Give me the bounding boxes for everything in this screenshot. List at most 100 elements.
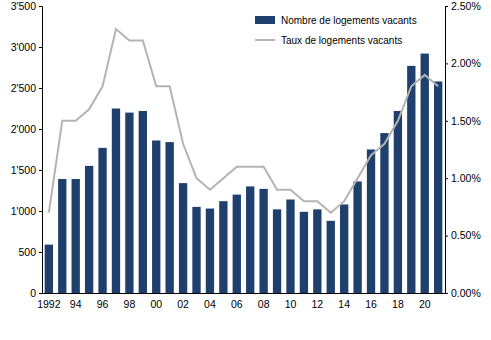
tick: 0 [30, 287, 42, 299]
tick-label: 02 [177, 298, 189, 310]
bar [192, 207, 200, 293]
axis-line [446, 7, 449, 294]
x-axis: 1992 94 96 98 00 02 04 06 08 10 12 14 16 18 20 [37, 294, 445, 311]
tick: 1'500 [11, 164, 42, 176]
bar [259, 189, 267, 293]
tick-mark [39, 252, 42, 253]
tick-mark [39, 211, 42, 212]
tick: 500 [18, 246, 42, 258]
tick-mark [445, 236, 448, 237]
bar [394, 111, 402, 293]
bar [219, 201, 227, 293]
tick-label: 94 [70, 298, 82, 310]
y-axis: 0 500 1'000 1'500 2'000 2'500 3'000 3'500 [11, 0, 43, 299]
bar [367, 150, 375, 294]
bar [112, 109, 120, 294]
tick-mark [445, 63, 448, 64]
tick-label: 06 [231, 298, 243, 310]
tick-mark [39, 293, 42, 294]
tick-label: 1.00% [451, 172, 481, 184]
tick: 96 [97, 298, 109, 310]
tick-mark [39, 6, 42, 7]
tick-mark [445, 6, 448, 7]
bar [380, 133, 388, 293]
bar [179, 183, 187, 293]
bar [45, 245, 53, 293]
bar [421, 54, 429, 293]
tick: 94 [70, 298, 82, 310]
tick: 06 [231, 298, 243, 310]
tick-label: 10 [285, 298, 297, 310]
tick-mark [39, 170, 42, 171]
tick: 2.50% [445, 0, 481, 12]
tick-label: 1.50% [451, 115, 481, 127]
bar [139, 111, 147, 293]
bar [152, 140, 160, 293]
tick-label: 18 [392, 298, 404, 310]
tick: 12 [311, 298, 323, 310]
tick-label: 0 [30, 287, 36, 299]
tick-label: 14 [338, 298, 350, 310]
tick-mark [39, 47, 42, 48]
bar [85, 166, 93, 293]
bar [166, 142, 174, 293]
tick: 14 [338, 298, 350, 310]
bar [246, 186, 254, 293]
tick-label: 20 [419, 298, 431, 310]
bar [434, 81, 442, 293]
tick-label: 2'500 [11, 82, 37, 94]
legend: Nombre de logements vacants Taux de logem… [255, 15, 417, 46]
tick-label: 500 [18, 246, 36, 258]
tick-mark [39, 129, 42, 130]
bar [233, 195, 241, 293]
tick: 18 [392, 298, 404, 310]
tick: 0.50% [445, 229, 481, 241]
legend-item: Taux de logements vacants [255, 35, 402, 46]
tick: 04 [204, 298, 216, 310]
legend-label: Nombre de logements vacants [281, 15, 417, 26]
legend-swatch [255, 39, 275, 41]
tick: 16 [365, 298, 377, 310]
tick: 20 [419, 298, 431, 310]
bar [286, 200, 294, 293]
tick-label: 1'500 [11, 164, 37, 176]
bar [206, 209, 214, 293]
legend-item: Nombre de logements vacants [255, 15, 417, 26]
tick: 00 [150, 298, 162, 310]
bar [58, 179, 66, 293]
tick: 1'000 [11, 205, 42, 217]
tick-mark [39, 88, 42, 89]
bar [313, 209, 321, 293]
bar [353, 181, 361, 293]
tick-label: 98 [124, 298, 136, 310]
tick-label: 96 [97, 298, 109, 310]
y2-axis: 0.00% 0.50% 1.00% 1.50% 2.00% 2.50% [445, 0, 481, 299]
tick: 3'000 [11, 41, 42, 53]
tick: 1.50% [445, 115, 481, 127]
tick-label: 12 [311, 298, 323, 310]
bar [407, 66, 415, 293]
bar [98, 148, 106, 293]
bar [327, 221, 335, 293]
tick-label: 2.00% [451, 57, 481, 69]
tick: 1992 [37, 298, 61, 310]
tick: 2'500 [11, 82, 42, 94]
axis-line [39, 7, 43, 294]
tick: 0.00% [445, 287, 481, 299]
tick-label: 0.00% [451, 287, 481, 299]
tick: 98 [124, 298, 136, 310]
bar [340, 204, 348, 293]
tick-mark [445, 121, 448, 122]
bar-series [45, 54, 443, 293]
bar [273, 209, 281, 293]
tick-label: 1'000 [11, 205, 37, 217]
tick-label: 04 [204, 298, 216, 310]
tick-label: 08 [258, 298, 270, 310]
chart: 05001'0001'5002'0002'5003'0003'5000.00%0… [0, 0, 491, 340]
bar [125, 113, 133, 293]
marks [45, 29, 443, 293]
tick-label: 3'500 [11, 0, 37, 12]
tick: 2.00% [445, 57, 481, 69]
tick-label: 2'000 [11, 123, 37, 135]
bar [300, 212, 308, 293]
